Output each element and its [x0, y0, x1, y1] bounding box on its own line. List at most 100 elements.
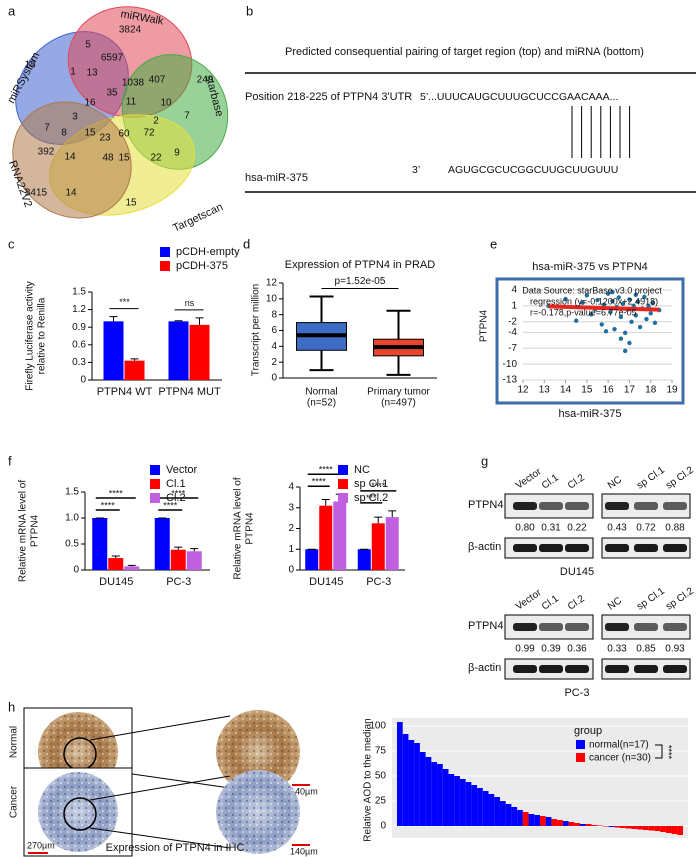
bar — [442, 769, 449, 826]
bar — [642, 826, 649, 830]
error-bar — [388, 510, 397, 518]
x-tick-label: 12 — [517, 385, 529, 396]
legend-label: Cl.1 — [166, 478, 186, 490]
bar — [568, 822, 575, 826]
band — [663, 623, 687, 631]
ratio: 0.72 — [636, 523, 656, 534]
bar — [620, 826, 626, 828]
legend-label: pCDH-empty — [176, 246, 240, 258]
venn-count: 72 — [143, 128, 155, 139]
control-label: β-actin — [468, 541, 501, 553]
band — [605, 623, 629, 631]
bar — [557, 820, 563, 826]
y-tick-label: 0.9 — [72, 322, 86, 333]
y-axis-label: Relative mRNA level of — [233, 477, 244, 579]
error-bar — [111, 555, 120, 559]
caption: Expression of PTPN4 in IHC — [106, 842, 245, 854]
band — [663, 665, 687, 673]
bar — [671, 826, 678, 834]
bar — [631, 826, 638, 829]
ratio: 0.33 — [607, 644, 627, 655]
significance-label: **** — [171, 488, 186, 498]
band — [605, 502, 629, 510]
error-bar — [374, 516, 383, 524]
point — [648, 311, 653, 316]
legend-swatch — [338, 479, 348, 489]
band — [663, 544, 687, 552]
bar — [459, 779, 466, 826]
sample-size: (n=497) — [381, 398, 416, 409]
point — [580, 300, 585, 305]
x-tick-label: DU145 — [99, 576, 133, 588]
target-seq: 5’...UUUCAUGCUUUGCUCCGAACAAA... — [420, 91, 618, 103]
bar — [124, 566, 140, 570]
panel-label: a — [8, 3, 16, 18]
legend-label: sp Cl.1 — [354, 478, 388, 490]
legend-label: Vector — [166, 464, 198, 476]
venn-count: 48 — [102, 153, 114, 164]
row-label: Cancer — [9, 785, 20, 818]
significance-label: *** — [119, 297, 130, 307]
venn-count: 60 — [118, 129, 130, 140]
point — [629, 319, 634, 324]
protein-label: PTPN4 — [468, 499, 503, 511]
bar — [170, 549, 186, 570]
bar — [499, 801, 506, 826]
legend-label: sp Cl.2 — [354, 492, 388, 504]
bar — [108, 558, 124, 570]
tissue-texture — [216, 710, 300, 794]
band — [565, 623, 589, 631]
band — [663, 502, 687, 510]
venn-count: 14 — [64, 152, 76, 163]
panel-label: c — [8, 236, 15, 251]
lane-label: sp Cl.2 — [664, 465, 696, 492]
venn-count: 10 — [160, 98, 172, 109]
band — [634, 502, 658, 510]
ratio: 0.80 — [515, 523, 535, 534]
mirna-label: hsa-miR-375 — [245, 172, 308, 184]
stats-label: r=-0.178,p-value=6.77e-05 — [530, 307, 637, 317]
tissue-texture — [216, 770, 300, 854]
bar — [551, 819, 558, 826]
y-tick-label: 0 — [73, 565, 79, 576]
ratio: 0.39 — [541, 644, 561, 655]
point — [603, 329, 609, 334]
y-tick-label: 0 — [80, 375, 86, 386]
lane-label: sp Cl.1 — [635, 465, 667, 492]
ratio: 0.43 — [607, 523, 627, 534]
lane-label: Cl.2 — [566, 472, 587, 491]
legend-title: group — [574, 725, 602, 737]
legend-swatch — [338, 465, 348, 475]
point — [563, 296, 568, 302]
venn-set — [12, 101, 132, 219]
bar — [124, 360, 145, 380]
point — [610, 298, 615, 304]
scale-label: 140µm — [290, 846, 318, 856]
venn-count: 5 — [85, 40, 91, 51]
bar — [660, 826, 666, 832]
bar — [597, 825, 603, 826]
bar — [385, 517, 399, 570]
significance-label: **** — [312, 477, 327, 487]
bar — [648, 826, 655, 831]
point — [650, 301, 656, 306]
y-tick-label: -2 — [508, 316, 517, 327]
y-tick-label: 1.5 — [65, 487, 79, 498]
venn-count: 13 — [24, 60, 36, 71]
bar — [574, 823, 581, 826]
x-tick-label: 16 — [603, 385, 615, 396]
error-bar — [109, 316, 118, 322]
significance-label: **** — [109, 488, 124, 498]
venn-count: 35 — [106, 88, 118, 99]
bar — [482, 791, 489, 826]
point — [584, 293, 590, 298]
zoom-line — [89, 715, 231, 741]
regression-label: regression (y=-0.1200x+2.4918) — [530, 296, 658, 306]
bar — [186, 551, 202, 570]
mirna-end: 3’ — [412, 164, 420, 176]
ratio: 0.88 — [665, 523, 685, 534]
venn-count: 13 — [86, 68, 98, 79]
bar — [154, 518, 170, 570]
y-tick-label: 2 — [288, 523, 294, 534]
